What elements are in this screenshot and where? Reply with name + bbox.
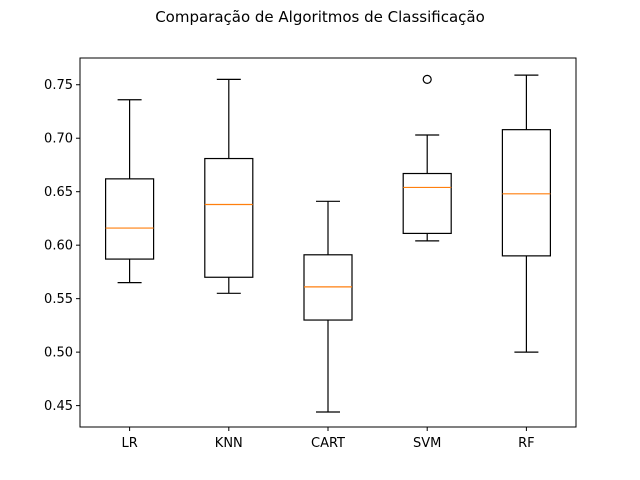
x-tick-label: KNN xyxy=(215,436,243,451)
box-rf xyxy=(501,129,551,257)
x-tick-label: SVM xyxy=(413,436,441,451)
y-tick-label: 0.75 xyxy=(44,78,73,93)
x-tick-label: LR xyxy=(121,436,137,451)
y-tick-label: 0.60 xyxy=(44,239,73,254)
box-svm xyxy=(402,172,452,235)
box-knn xyxy=(204,157,254,278)
x-tick-label: RF xyxy=(518,436,535,451)
y-tick-label: 0.65 xyxy=(44,185,73,200)
y-tick-label: 0.50 xyxy=(44,346,73,361)
y-tick-label: 0.55 xyxy=(44,292,73,307)
outlier-point-svm xyxy=(422,74,432,84)
box-lr xyxy=(104,178,155,260)
x-tick-label: CART xyxy=(311,436,345,451)
y-tick-label: 0.45 xyxy=(44,399,73,414)
plot-area: 0.45 0.50 0.55 0.60 0.65 0.70 0.75 LR KNN CART SVM… xyxy=(44,57,577,451)
chart-title: Comparação de Algoritmos de Classificaçã… xyxy=(155,8,485,26)
y-tick-label: 0.70 xyxy=(44,132,73,147)
